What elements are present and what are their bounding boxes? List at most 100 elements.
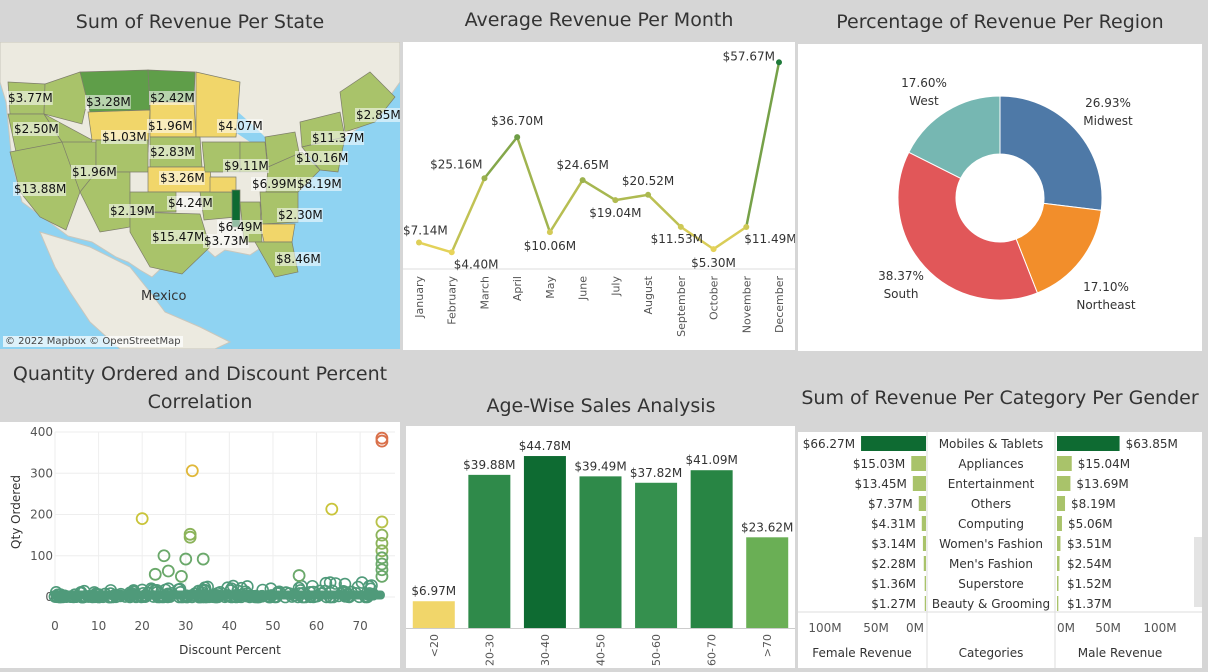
state-revenue-label: $13.88M: [14, 182, 66, 196]
scrollbar-thumb: [1194, 537, 1202, 607]
male-revenue-label: $63.85M: [1126, 437, 1178, 451]
category-label: Others: [971, 497, 1011, 511]
male-revenue-bar: [1057, 556, 1060, 571]
age-bar: [746, 537, 789, 628]
month-tick-label: November: [740, 276, 753, 334]
male-revenue-label: $1.52M: [1067, 577, 1112, 591]
female-revenue-bar: [923, 556, 926, 571]
male-revenue-bar: [1057, 536, 1061, 551]
month-value-label: $10.06M: [524, 239, 576, 253]
x-tick-label: 60: [309, 619, 324, 633]
category-label: Entertainment: [948, 477, 1035, 491]
line-segment: [483, 136, 519, 180]
state-revenue-label: $3.26M: [160, 171, 205, 185]
line-segment: [680, 225, 715, 251]
scatter-outlier-point: [135, 512, 149, 526]
state-revenue-label: $2.30M: [278, 208, 323, 222]
region-donut-chart[interactable]: 26.93% Midwest 17.10% Northeast 38.37% South 1…: [798, 44, 1202, 351]
mexico-land: [39, 231, 232, 349]
state-label-bg-2: [149, 91, 195, 105]
state-label-bg-12: [223, 159, 269, 173]
x-axis-title: Discount Percent: [179, 643, 281, 657]
line-segment: [581, 179, 617, 202]
region-percent-label: 26.93%: [1085, 96, 1131, 110]
state-revenue-label: $15.47M: [152, 230, 204, 244]
age-chart-panel[interactable]: $6.97M <20 $39.88M 20-30 $44.78M 30-40 $39.49M…: [406, 426, 795, 668]
female-revenue-label: $15.03M: [853, 457, 905, 471]
x-tick-label: 10: [91, 619, 106, 633]
age-bar-value-label: $6.97M: [411, 584, 456, 598]
state-label-bg-15: [296, 177, 342, 191]
map-attribution: © 2022 Mapbox © OpenStreetMap: [3, 336, 183, 347]
age-bar-value-label: $37.82M: [630, 466, 682, 480]
age-bar: [579, 476, 622, 628]
age-tick-label: 60-70: [706, 634, 719, 666]
state-revenue-label: $3.73M: [204, 234, 249, 248]
state-label-bg-0: [7, 91, 53, 105]
x-tick-label: 30: [178, 619, 193, 633]
state-label-bg-21: [151, 230, 205, 244]
age-bar-chart[interactable]: $6.97M <20 $39.88M 20-30 $44.78M 30-40 $39.49M…: [406, 426, 795, 668]
scatter-outlier-point: [292, 569, 306, 582]
male-revenue-bar: [1057, 476, 1071, 491]
state-revenue-label: $2.85M: [356, 108, 400, 122]
region-slice-northeast: [1015, 202, 1102, 294]
age-bar-value-label: $44.78M: [519, 439, 571, 453]
y-tick-label: 400: [30, 425, 53, 439]
age-tick-label: <20: [428, 634, 441, 657]
month-value-label: $4.40M: [454, 257, 499, 271]
line-point: [448, 249, 455, 256]
state-label-bg-22: [203, 234, 249, 248]
state-label-bg-6: [147, 119, 193, 133]
category-chart-title: Sum of Revenue Per Category Per Gender: [801, 387, 1199, 409]
line-segment: [615, 193, 649, 202]
line-point: [416, 239, 422, 246]
region-slice-west: [908, 95, 1001, 179]
state-map-panel[interactable]: $3.77M $3.28M $2.42M $2.85M $2.50M $1.03M $1.9…: [0, 42, 400, 349]
age-tick-label: 40-50: [595, 634, 608, 666]
state-label-bg-17: [167, 196, 213, 210]
qty-chart-title-line2: Correlation: [147, 391, 253, 413]
male-axis-tick: 0M: [1057, 621, 1075, 635]
category-gender-chart[interactable]: $66.27M $63.85M Mobiles & Tablets $15.03M $1…: [798, 432, 1202, 668]
scatter-outlier-point: [175, 569, 188, 583]
state-map[interactable]: $3.77M $3.28M $2.42M$2.85M$2.50M$1.03M$1.9…: [0, 42, 400, 349]
scatter-outlier-point: [375, 544, 389, 558]
state-label-bg-19: [217, 220, 263, 234]
x-tick-label: 20: [135, 619, 150, 633]
female-axis-tick: 100M: [808, 621, 841, 635]
month-line-chart[interactable]: $7.14M $4.40M $25.16M $36.70M $10.06M $24.65M…: [403, 42, 795, 350]
category-chart-panel[interactable]: $66.27M $63.85M Mobiles & Tablets $15.03M $1…: [798, 432, 1202, 668]
age-bar: [523, 456, 566, 628]
female-revenue-label: $1.36M: [871, 577, 916, 591]
month-value-label: $24.65M: [556, 158, 608, 172]
x-tick-label: 70: [352, 619, 367, 633]
category-label: Computing: [958, 517, 1024, 531]
age-tick-label: >70: [761, 634, 774, 657]
state-revenue-label: $8.19M: [297, 177, 342, 191]
categories-axis-title: Categories: [959, 646, 1024, 660]
state-revenue-label: $10.16M: [296, 151, 348, 165]
scatter-chart-panel[interactable]: 0 10 20 30 40 50 60 70 0 100 200 300 400 Discount Per…: [0, 422, 400, 668]
month-tick-label: May: [544, 276, 557, 299]
month-value-label: $5.30M: [691, 256, 736, 270]
month-chart-panel[interactable]: $7.14M $4.40M $25.16M $36.70M $10.06M $24.65M…: [403, 42, 795, 350]
state-label-bg-5: [101, 130, 147, 144]
region-chart-panel[interactable]: 26.93% Midwest 17.10% Northeast 38.37% South 1…: [798, 44, 1202, 351]
female-revenue-bar: [861, 436, 926, 451]
female-revenue-label: $1.27M: [871, 597, 916, 611]
state-label-bg-7: [217, 119, 263, 133]
state-revenue-label: $1.03M: [102, 130, 147, 144]
age-chart-title: Age-Wise Sales Analysis: [486, 395, 716, 417]
age-tick-label: 20-30: [483, 634, 496, 666]
line-segment: [745, 62, 781, 228]
x-tick-label: 50: [265, 619, 280, 633]
scatter-outlier-point: [375, 536, 389, 550]
month-tick-label: December: [773, 276, 786, 334]
female-revenue-label: $7.37M: [868, 497, 913, 511]
scatter-outlier-point: [375, 557, 389, 571]
line-segment: [548, 179, 584, 233]
scatter-outlier-point: [375, 551, 389, 565]
female-revenue-bar: [918, 496, 926, 511]
